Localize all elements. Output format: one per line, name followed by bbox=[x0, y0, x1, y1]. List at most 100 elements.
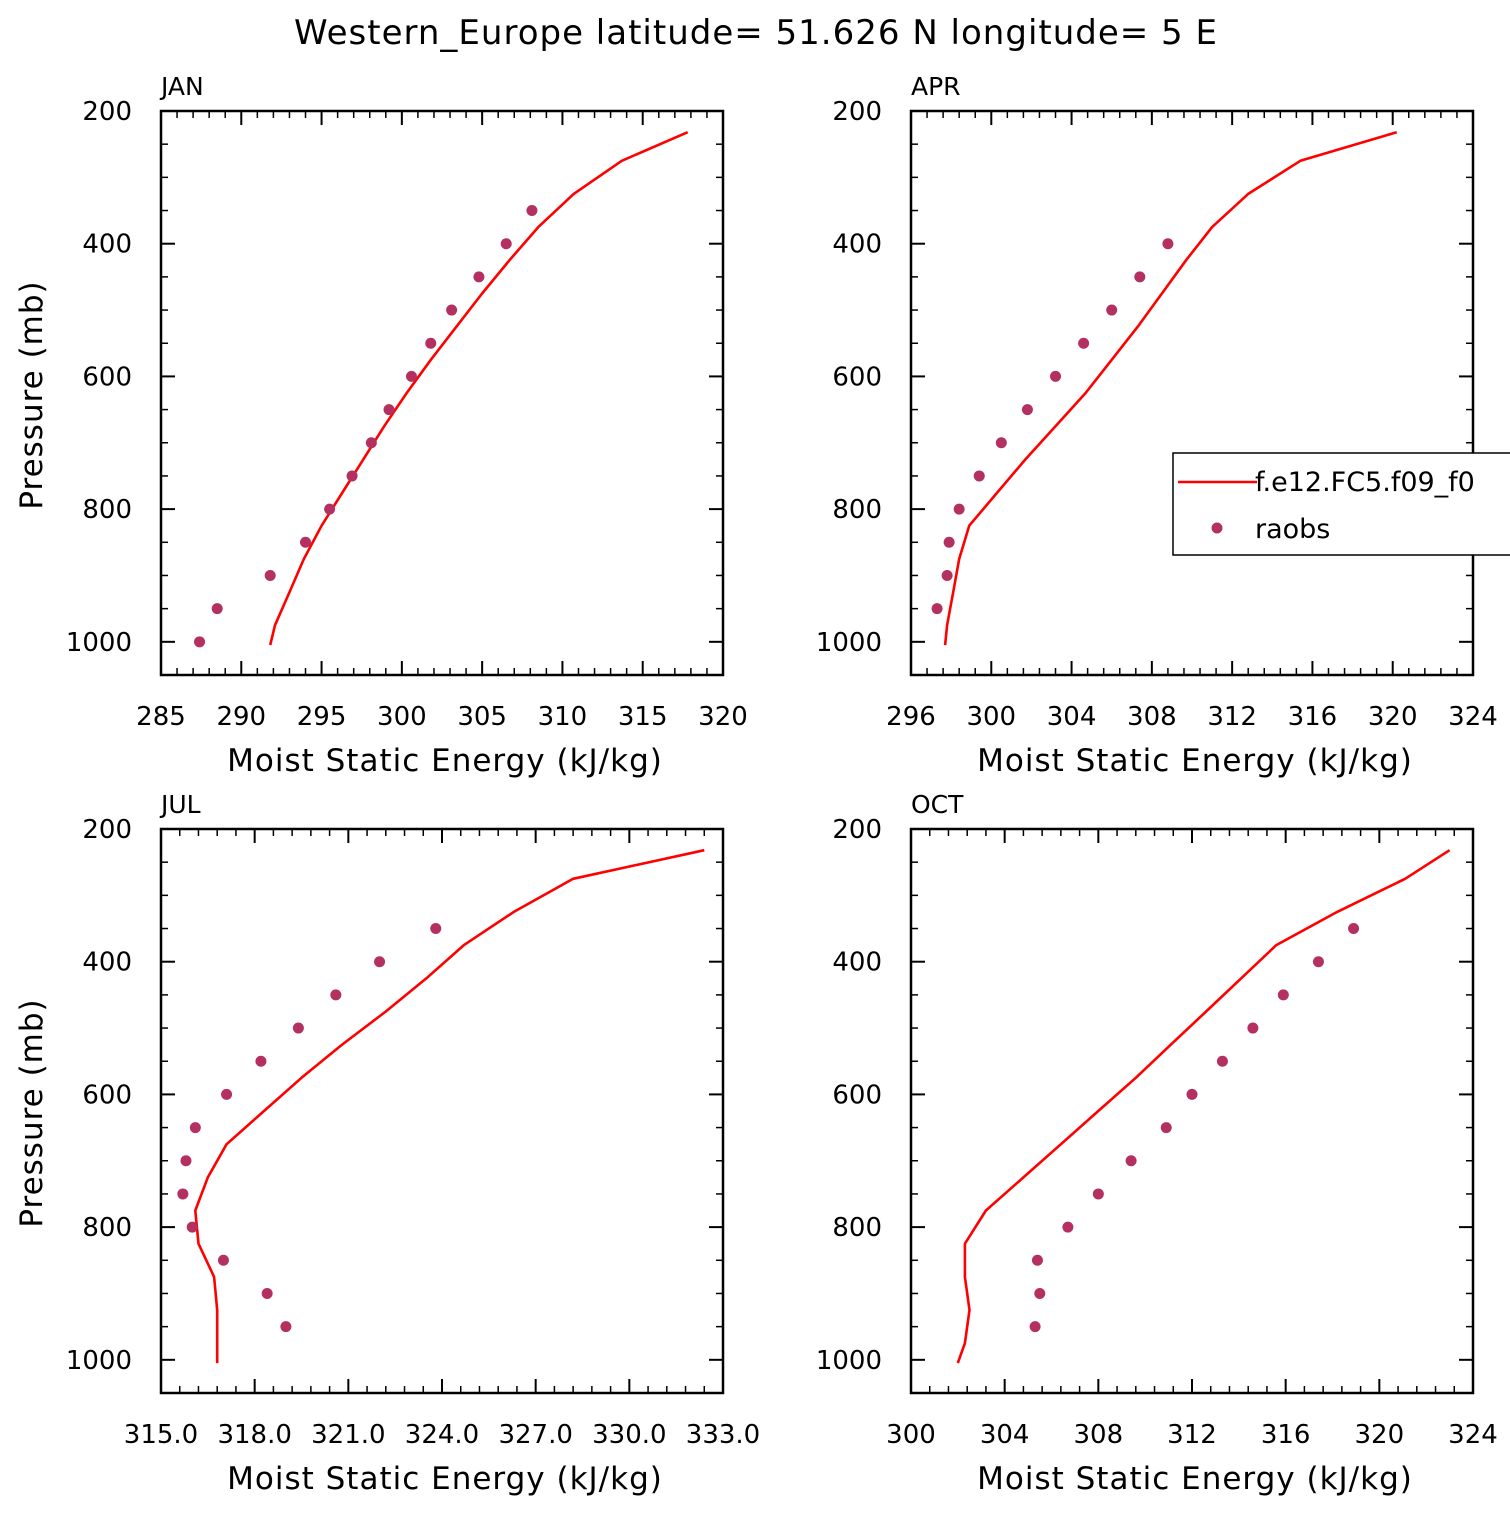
raobs-point bbox=[1134, 271, 1146, 283]
panel-jan: JAN 285 290 295 300 305 310 315 320 200 400 600 800 1… bbox=[14, 72, 748, 779]
x-tick-label: 296 bbox=[886, 702, 936, 732]
raobs-point bbox=[1277, 989, 1289, 1001]
x-tick-label: 320 bbox=[1355, 1420, 1405, 1450]
chart-title: Western_Europe latitude= 51.626 N longit… bbox=[294, 13, 1218, 53]
raobs-point bbox=[943, 536, 955, 548]
raobs-point bbox=[211, 603, 223, 615]
x-tick-label: 304 bbox=[980, 1420, 1030, 1450]
x-tick-label: 315.0 bbox=[124, 1420, 198, 1450]
raobs-point bbox=[264, 569, 276, 581]
y-tick-label: 800 bbox=[832, 495, 882, 525]
raobs-point bbox=[1216, 1055, 1228, 1067]
raobs-point bbox=[1106, 304, 1118, 316]
y-tick-label: 1000 bbox=[816, 628, 882, 658]
x-tick-label: 316 bbox=[1288, 702, 1338, 732]
raobs-point bbox=[1162, 238, 1174, 250]
raobs-point bbox=[1034, 1287, 1046, 1299]
raobs-point bbox=[425, 337, 437, 349]
raobs-point bbox=[365, 437, 377, 449]
raobs-point bbox=[473, 271, 485, 283]
model-series-line bbox=[943, 130, 1398, 646]
raobs-point bbox=[931, 603, 943, 615]
raobs-point bbox=[1186, 1088, 1198, 1100]
y-tick-label: 600 bbox=[82, 1080, 132, 1110]
raobs-point bbox=[383, 404, 395, 416]
raobs-point bbox=[1021, 404, 1033, 416]
x-axis-title: Moist Static Energy (kJ/kg) bbox=[227, 743, 663, 779]
panel-jul: JUL 315.0 318.0 321.0 324.0 327.0 330.0 333.0 20… bbox=[14, 790, 760, 1497]
raobs-point bbox=[177, 1188, 189, 1200]
raobs-point bbox=[186, 1221, 198, 1233]
x-tick-label: 290 bbox=[216, 702, 266, 732]
raobs-point bbox=[526, 205, 538, 217]
raobs-point bbox=[1092, 1188, 1104, 1200]
legend-model-label: f.e12.FC5.f09_f0 bbox=[1255, 467, 1475, 498]
raobs-point bbox=[953, 503, 965, 515]
x-axis-title: Moist Static Energy (kJ/kg) bbox=[977, 1461, 1413, 1497]
y-tick-label: 400 bbox=[832, 948, 882, 978]
plot-frame bbox=[159, 827, 725, 1395]
raobs-point bbox=[1078, 337, 1090, 349]
x-tick-label: 316 bbox=[1261, 1420, 1311, 1450]
panel-label: JAN bbox=[159, 72, 204, 101]
raobs-point bbox=[255, 1055, 267, 1067]
raobs-point bbox=[430, 923, 442, 935]
x-tick-label: 300 bbox=[377, 702, 427, 732]
plot-frame bbox=[159, 109, 725, 677]
raobs-point bbox=[446, 304, 458, 316]
y-tick-label: 400 bbox=[832, 230, 882, 260]
raobs-point bbox=[1029, 1321, 1041, 1333]
raobs-point bbox=[330, 989, 342, 1001]
raobs-point bbox=[1062, 1221, 1074, 1233]
y-tick-label: 200 bbox=[832, 815, 882, 845]
y-axis-title: Pressure (mb) bbox=[14, 280, 50, 509]
plot-frame bbox=[909, 109, 1475, 677]
legend-obs-swatch bbox=[1211, 522, 1223, 534]
raobs-point bbox=[300, 536, 312, 548]
plot-frame bbox=[909, 827, 1475, 1395]
raobs-point bbox=[973, 470, 985, 482]
y-tick-label: 600 bbox=[832, 362, 882, 392]
panel-apr: APR 296 300 304 308 312 316 320 324 200 400 600 800 1… bbox=[816, 72, 1498, 779]
legend-obs-label: raobs bbox=[1255, 514, 1330, 545]
raobs-point bbox=[292, 1022, 304, 1034]
raobs-point bbox=[217, 1254, 229, 1266]
x-tick-label: 318.0 bbox=[217, 1420, 291, 1450]
raobs-point bbox=[324, 503, 336, 515]
raobs-point bbox=[189, 1122, 201, 1134]
x-tick-label: 300 bbox=[966, 702, 1016, 732]
raobs-point bbox=[1050, 370, 1062, 382]
y-tick-label: 1000 bbox=[66, 1346, 132, 1376]
raobs-point bbox=[405, 370, 417, 382]
y-tick-label: 200 bbox=[82, 97, 132, 127]
panel-label: APR bbox=[911, 72, 961, 101]
panel-label: OCT bbox=[911, 790, 964, 819]
x-tick-label: 312 bbox=[1207, 702, 1257, 732]
raobs-point bbox=[1348, 923, 1360, 935]
raobs-point bbox=[1312, 956, 1324, 968]
x-tick-label: 304 bbox=[1047, 702, 1097, 732]
legend-box bbox=[1172, 452, 1510, 556]
model-series-line bbox=[956, 849, 1451, 1364]
y-tick-label: 200 bbox=[832, 97, 882, 127]
x-axis-title: Moist Static Energy (kJ/kg) bbox=[227, 1461, 663, 1497]
x-tick-label: 320 bbox=[698, 702, 748, 732]
raobs-point bbox=[1031, 1254, 1043, 1266]
raobs-point bbox=[346, 470, 358, 482]
raobs-point bbox=[221, 1088, 233, 1100]
x-tick-label: 315 bbox=[618, 702, 668, 732]
model-series-line bbox=[268, 131, 689, 646]
x-tick-label: 312 bbox=[1167, 1420, 1217, 1450]
x-tick-label: 305 bbox=[457, 702, 507, 732]
x-tick-label: 285 bbox=[136, 702, 186, 732]
raobs-point bbox=[1125, 1155, 1137, 1167]
x-tick-label: 333.0 bbox=[686, 1420, 760, 1450]
x-tick-label: 320 bbox=[1368, 702, 1418, 732]
y-tick-label: 1000 bbox=[816, 1346, 882, 1376]
raobs-point bbox=[941, 569, 953, 581]
y-tick-label: 600 bbox=[82, 362, 132, 392]
raobs-point bbox=[261, 1287, 273, 1299]
raobs-point bbox=[194, 636, 206, 648]
